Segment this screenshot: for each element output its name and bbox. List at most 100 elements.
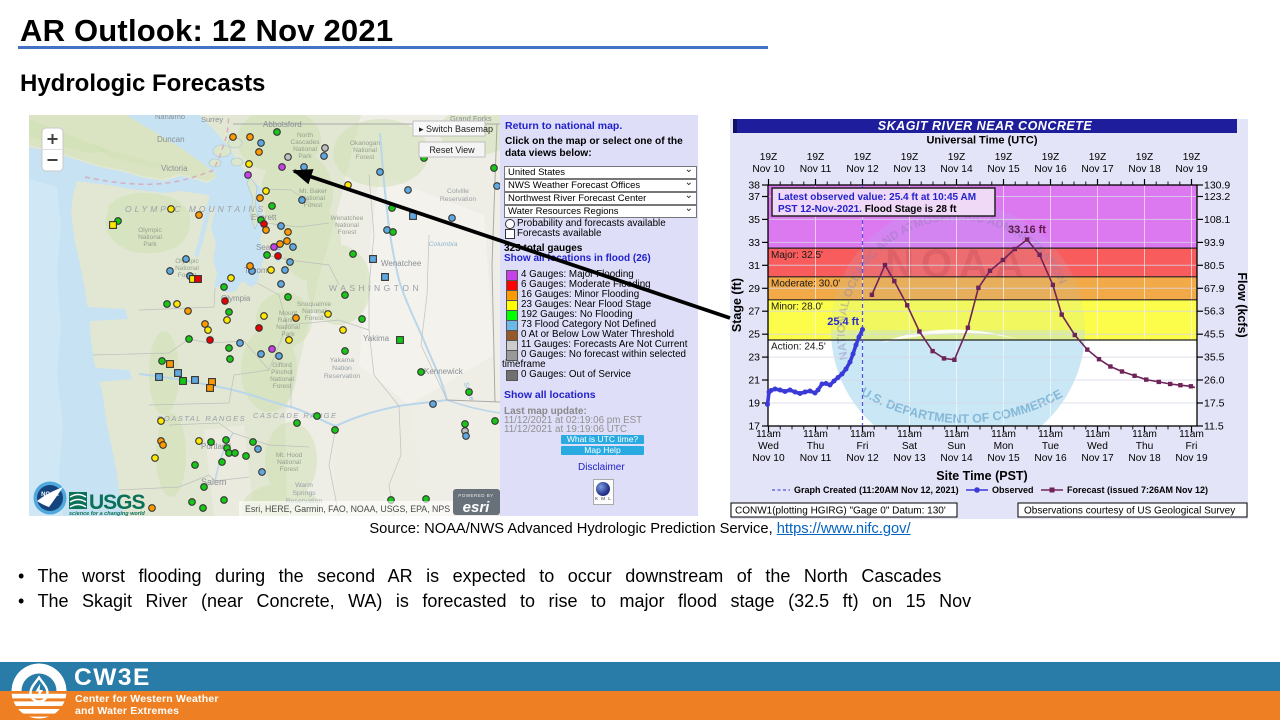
svg-text:NOAA: NOAA [885,242,1031,286]
svg-text:Kennewick: Kennewick [424,367,464,376]
svg-text:Moderate: 30.0': Moderate: 30.0' [771,279,840,290]
svg-text:19Z: 19Z [854,152,872,163]
svg-text:Nov 12: Nov 12 [846,453,879,464]
svg-text:19Z: 19Z [1042,152,1060,163]
svg-text:Forest: Forest [338,229,357,236]
svg-text:Sat: Sat [902,441,917,452]
svg-text:science for a changing world: science for a changing world [69,511,145,516]
svg-text:Nov 19: Nov 19 [1175,453,1208,464]
svg-text:11.5: 11.5 [1204,421,1224,433]
svg-text:National: National [302,308,326,315]
svg-text:11am: 11am [944,429,969,440]
svg-text:Nov 16: Nov 16 [1034,453,1067,464]
svg-text:25: 25 [748,329,760,341]
svg-text:Columbia: Columbia [429,241,458,248]
svg-text:Latest observed value: 25.4 ft: Latest observed value: 25.4 ft at 10:45 … [778,192,976,203]
svg-text:Park: Park [281,331,295,338]
svg-text:11am: 11am [897,429,922,440]
svg-text:SKAGIT RIVER NEAR CONCRETE: SKAGIT RIVER NEAR CONCRETE [878,119,1093,133]
svg-text:67.9: 67.9 [1204,283,1225,295]
svg-text:Yakama: Yakama [330,357,355,364]
svg-text:Stage (ft): Stage (ft) [730,278,744,332]
svg-text:35.5: 35.5 [1204,352,1225,364]
svg-text:Observations courtesy of US Ge: Observations courtesy of US Geological S… [1024,506,1235,517]
svg-text:19Z: 19Z [901,152,919,163]
svg-text:Park: Park [298,153,312,160]
svg-text:Surrey: Surrey [201,115,223,124]
svg-text:Nov 19: Nov 19 [1175,164,1208,175]
svg-text:Nov 12: Nov 12 [846,164,879,175]
svg-text:Thu: Thu [1136,441,1154,452]
svg-text:Action: 24.5': Action: 24.5' [771,342,826,353]
svg-text:Okanogan: Okanogan [350,140,380,147]
svg-text:National: National [277,459,301,466]
svg-text:19Z: 19Z [948,152,966,163]
svg-text:National: National [293,146,317,153]
svg-text:National: National [335,222,359,229]
svg-text:56.3: 56.3 [1204,306,1225,318]
svg-text:Portland: Portland [201,442,231,451]
svg-text:Seattle: Seattle [256,243,281,252]
svg-text:esri: esri [463,499,491,516]
svg-text:Nov 14: Nov 14 [940,453,973,464]
svg-text:Cascades: Cascades [291,139,321,146]
svg-text:Flow (kcfs): Flow (kcfs) [1235,272,1248,337]
svg-text:OLYMPIC MOUNTAINS: OLYMPIC MOUNTAINS [125,204,266,214]
svg-text:Nanaimo: Nanaimo [155,115,185,121]
svg-text:19Z: 19Z [995,152,1013,163]
svg-text:CONW1(plotting HGIRG) "Gage 0": CONW1(plotting HGIRG) "Gage 0" Datum: 13… [735,506,946,517]
svg-text:Wed: Wed [1087,441,1108,452]
svg-text:17: 17 [748,421,760,433]
svg-text:CASCADE RANGE: CASCADE RANGE [253,411,338,420]
svg-text:Minor: 28.0': Minor: 28.0' [771,302,823,313]
svg-text:Forest: Forest [273,383,292,390]
svg-text:80.5: 80.5 [1204,260,1225,272]
svg-text:Universal Time (UTC): Universal Time (UTC) [926,135,1037,147]
svg-text:Site Time (PST): Site Time (PST) [936,469,1027,483]
svg-text:45.5: 45.5 [1204,329,1225,341]
svg-text:19Z: 19Z [760,152,778,163]
svg-text:Forest: Forest [356,154,375,161]
svg-text:WASHINGTON: WASHINGTON [329,283,422,293]
svg-text:19Z: 19Z [1136,152,1154,163]
svg-text:33: 33 [748,237,760,249]
svg-text:Esri, HERE, Garmin, FAO, NOAA,: Esri, HERE, Garmin, FAO, NOAA, USGS, EPA… [245,504,450,514]
svg-text:Nov 13: Nov 13 [893,453,926,464]
svg-text:Snoqualmie: Snoqualmie [297,301,332,308]
svg-text:National: National [175,265,199,272]
svg-text:11am: 11am [1179,429,1204,440]
svg-text:Nov 14: Nov 14 [940,164,973,175]
svg-text:Forest: Forest [305,315,324,322]
svg-text:Observed: Observed [992,485,1034,495]
svg-text:Pinchot: Pinchot [271,369,293,376]
svg-text:Park: Park [143,241,157,248]
svg-text:NOAA: NOAA [41,492,59,498]
svg-text:19Z: 19Z [1089,152,1107,163]
svg-text:Nov 17: Nov 17 [1081,164,1114,175]
svg-text:38: 38 [748,180,760,192]
svg-text:27: 27 [748,306,760,318]
svg-text:Nov 11: Nov 11 [800,164,832,175]
svg-text:Wenatchee: Wenatchee [331,215,364,222]
svg-text:North: North [297,132,313,139]
svg-text:Thu: Thu [807,441,825,452]
svg-text:POWERED BY: POWERED BY [458,493,494,498]
svg-text:Forest: Forest [304,202,323,209]
svg-text:Nov 17: Nov 17 [1081,453,1114,464]
svg-text:Tacoma: Tacoma [244,266,273,275]
svg-text:Nov 15: Nov 15 [987,164,1020,175]
svg-text:Fri: Fri [857,441,869,452]
svg-text:35: 35 [748,214,760,226]
svg-text:Nov 15: Nov 15 [987,453,1020,464]
svg-text:COASTAL RANGES: COASTAL RANGES [157,414,246,423]
svg-text:11am: 11am [1085,429,1110,440]
svg-text:Springs: Springs [292,490,316,497]
svg-text:21: 21 [748,375,760,387]
svg-text:Nov 10: Nov 10 [752,164,785,175]
svg-text:Reset View: Reset View [429,145,475,155]
svg-text:17.5: 17.5 [1204,398,1225,410]
svg-text:19: 19 [748,398,760,410]
svg-text:Nov 18: Nov 18 [1128,164,1161,175]
svg-text:93.9: 93.9 [1204,237,1225,249]
svg-text:130.9: 130.9 [1204,180,1230,192]
